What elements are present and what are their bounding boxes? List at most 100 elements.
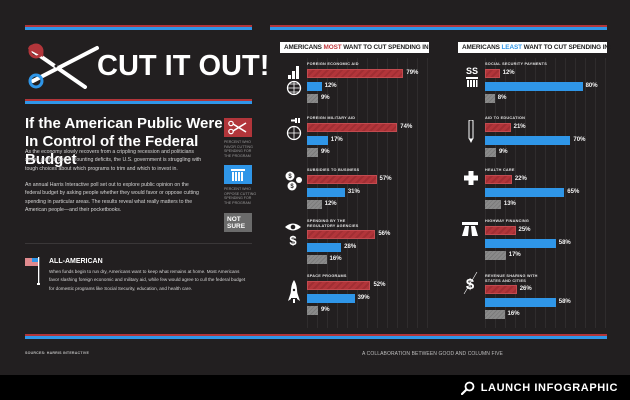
- chart-most-header-pre: AMERICANS: [284, 44, 324, 51]
- bar-value-unsure: 9%: [320, 95, 330, 101]
- title-block: CUT IT OUT!: [25, 38, 269, 98]
- bar-favor: [307, 230, 376, 239]
- pencil-icon: [468, 120, 474, 143]
- bar-value-favor: 52%: [373, 282, 386, 288]
- column-icon: [231, 169, 245, 181]
- legend-oppose-label: Percent who oppose cutting spending for …: [224, 187, 257, 205]
- gridline: [417, 58, 418, 328]
- gridline: [367, 58, 368, 328]
- svg-text:$: $: [466, 276, 475, 293]
- legend-not-sure-box: NOT SURE: [224, 213, 252, 232]
- chart-item-label: Social Security Payments: [485, 62, 547, 66]
- legend-oppose-swatch: [224, 165, 252, 184]
- chart-item-label: Spending by the Regulatory Agencies: [307, 219, 359, 228]
- bar-value-oppose: 80%: [585, 82, 598, 89]
- bar-value-favor: 26%: [519, 286, 532, 292]
- bar-value-unsure: 9%: [320, 307, 330, 313]
- gridline: [347, 58, 348, 328]
- bar-value-unsure: 17%: [508, 252, 521, 258]
- bar-oppose: [485, 297, 556, 307]
- bar-unsure: [485, 251, 506, 260]
- bar-favor: [307, 175, 377, 184]
- chart-item-label: Space Programs: [307, 274, 347, 278]
- gridline: [387, 58, 388, 328]
- svg-text:$: $: [289, 233, 297, 246]
- chart-least-header-highlight: LEAST: [501, 44, 522, 51]
- dollar-slash-icon: $: [463, 272, 478, 294]
- bar-value-unsure: 9%: [498, 149, 508, 155]
- legend-favor-swatch: [224, 118, 252, 137]
- stripe-bottom: [25, 334, 607, 339]
- bar-value-favor: 12%: [502, 70, 515, 76]
- scissors-icon: [28, 43, 99, 89]
- chart-item-label: Health Care: [485, 168, 515, 172]
- bar-value-oppose: 58%: [558, 298, 571, 305]
- launch-bar: LAUNCH INFOGRAPHIC: [0, 375, 630, 400]
- divider: [25, 243, 252, 244]
- rocket-icon: [288, 280, 300, 303]
- bar-oppose: [307, 242, 342, 252]
- bar-unsure: [307, 94, 318, 103]
- scissors-icon: [228, 120, 247, 135]
- gridline: [605, 58, 606, 328]
- bar-value-unsure: 12%: [324, 201, 337, 207]
- collaboration-text: A COLLABORATION BETWEEN GOOD AND COLUMN …: [362, 351, 503, 357]
- bar-value-favor: 74%: [400, 124, 413, 130]
- bar-unsure: [485, 200, 501, 209]
- bar-unsure: [307, 255, 327, 264]
- coins-icon: $ $: [285, 171, 302, 191]
- bar-value-oppose: 28%: [344, 243, 357, 250]
- launch-infographic-label: LAUNCH INFOGRAPHIC: [480, 381, 618, 394]
- stripe-top-left: [25, 25, 252, 30]
- magnifier-icon: [460, 381, 475, 395]
- bar-unsure: [307, 148, 318, 157]
- gridline: [565, 58, 566, 328]
- page-title: CUT IT OUT!: [97, 50, 270, 82]
- chart-item-label: Aid to Education: [485, 116, 526, 120]
- chart-least-header: AMERICANS LEAST WANT TO CUT SPENDING IN:: [458, 42, 611, 53]
- eye-dollar-icon: $: [285, 223, 301, 246]
- bar-value-unsure: 16%: [329, 256, 342, 262]
- bar-value-favor: 25%: [518, 227, 531, 233]
- bar-favor: [307, 69, 404, 78]
- chart-least-header-post: WANT TO CUT SPENDING IN:: [521, 44, 611, 51]
- stripe-top-right: [270, 25, 607, 30]
- intro-paragraph-1: As the economy slowly recovers from a cr…: [25, 149, 202, 172]
- bar-oppose: [307, 187, 345, 197]
- chart-least-header-pre: AMERICANS: [462, 44, 502, 51]
- bar-favor: [307, 281, 371, 290]
- gridline: [377, 58, 378, 328]
- bar-value-favor: 57%: [379, 176, 392, 182]
- chart-item-label: Subsidies to Business: [307, 168, 360, 172]
- bar-value-oppose: 12%: [324, 82, 337, 89]
- bar-oppose: [307, 293, 355, 303]
- bar-value-unsure: 8%: [497, 95, 507, 101]
- chart-item-label: Revenue Sharing with States and Cities: [485, 274, 538, 283]
- launch-infographic-button[interactable]: LAUNCH INFOGRAPHIC: [460, 379, 618, 396]
- bars-globe-icon: [286, 66, 302, 96]
- chart-item-label: Foreign Economic Aid: [307, 62, 359, 66]
- all-american-title: ALL-AMERICAN: [49, 258, 103, 265]
- gridline: [407, 58, 408, 328]
- bar-value-unsure: 9%: [320, 149, 330, 155]
- chart-item-label: Highway Financing: [485, 219, 530, 223]
- svg-text:SS: SS: [466, 66, 478, 76]
- bar-oppose: [307, 135, 328, 145]
- bar-value-oppose: 58%: [558, 239, 571, 246]
- bar-unsure: [485, 94, 495, 103]
- bar-favor: [485, 285, 517, 294]
- bar-value-unsure: 16%: [507, 311, 520, 317]
- gridline: [575, 58, 576, 328]
- bar-unsure: [485, 148, 496, 157]
- bar-value-oppose: 39%: [357, 294, 370, 301]
- infographic-canvas: CUT IT OUT! If the American Public Were …: [0, 0, 630, 375]
- svg-text:$: $: [290, 184, 294, 190]
- bar-favor: [485, 226, 516, 235]
- highway-icon: [462, 222, 478, 236]
- chart-most-header-highlight: MOST: [323, 44, 342, 51]
- bar-value-oppose: 65%: [567, 188, 580, 195]
- bar-favor: [307, 123, 398, 132]
- bar-unsure: [485, 310, 505, 319]
- all-american-text: When funds begin to run dry, Americans w…: [49, 269, 246, 291]
- bar-value-oppose: 17%: [330, 136, 343, 143]
